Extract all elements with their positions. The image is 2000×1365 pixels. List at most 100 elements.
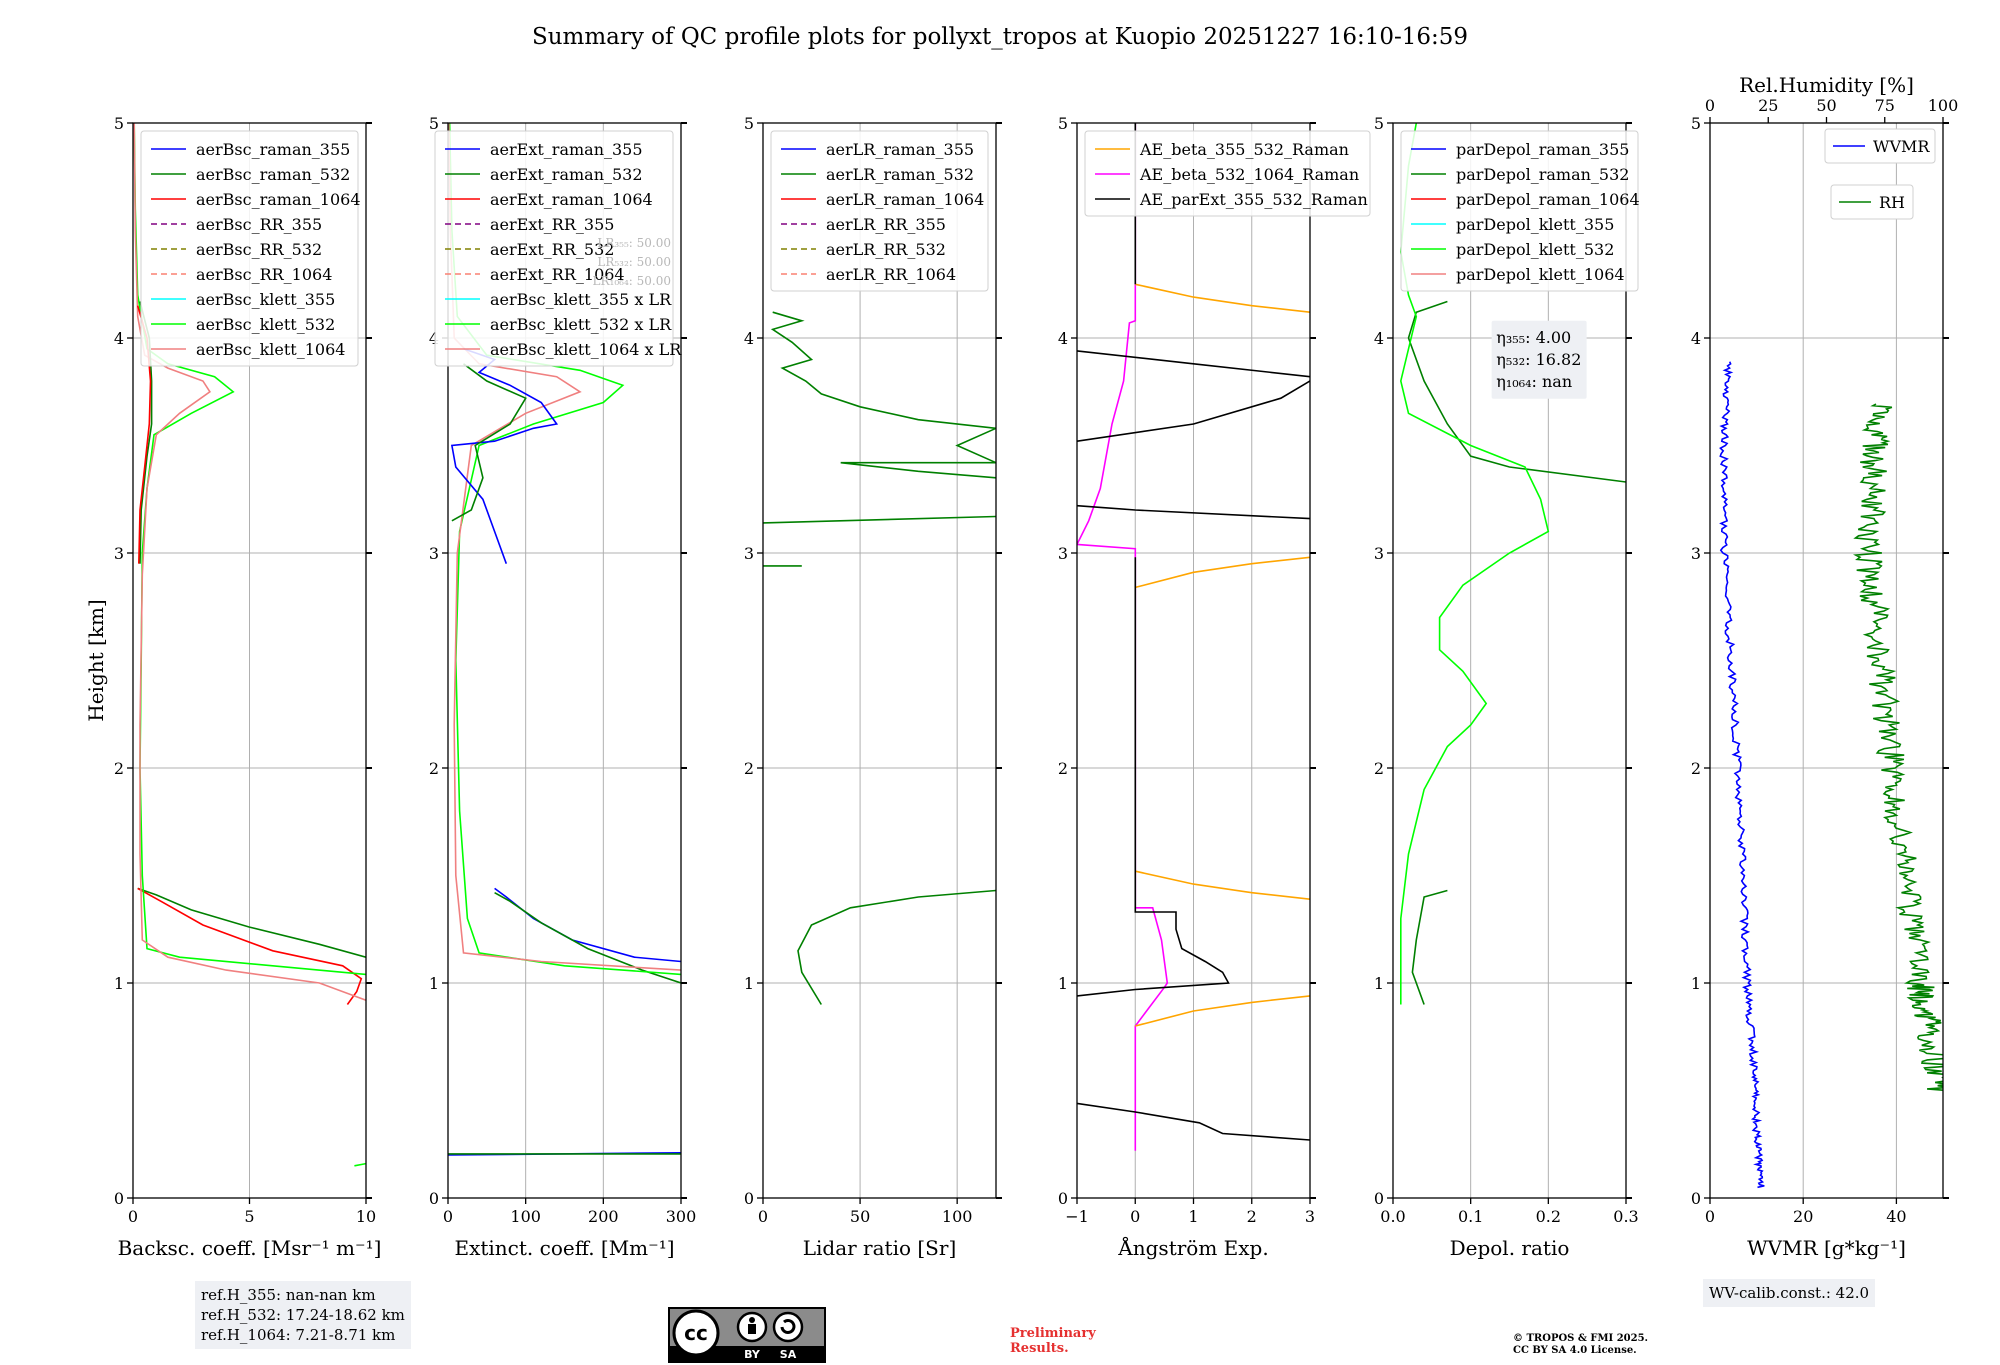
- y-tick-label: 4: [429, 329, 439, 348]
- preliminary-line-1: Preliminary: [1010, 1326, 1096, 1341]
- x-axis-label: WVMR [g*kg⁻¹]: [1747, 1236, 1906, 1260]
- legend-entry: aerBsc_raman_355: [196, 140, 350, 159]
- y-tick-label: 5: [1058, 114, 1068, 133]
- legend-entry: parDepol_raman_532: [1456, 165, 1629, 184]
- chart-panel-6: 0 20 40 0 1 2 3 4 5 WVMR [g*kg⁻¹] 0 25 50 75 100 Rel.Hu…: [1691, 73, 1958, 1260]
- x-tick-label: 50: [850, 1207, 870, 1226]
- x-tick-label: 0: [1130, 1207, 1140, 1226]
- series-line-aerBsc-raman-1064: [137, 887, 363, 1005]
- series-line-parDepol-raman-532: [1407, 300, 1626, 483]
- legend-entry: parDepol_klett_355: [1456, 215, 1614, 234]
- x-axis-label: Lidar ratio [Sr]: [803, 1236, 957, 1260]
- series-group: [1077, 123, 1310, 1151]
- legend-box: [1084, 130, 1371, 217]
- y-tick-label: 3: [1691, 544, 1701, 563]
- y-tick-label: 1: [114, 974, 124, 993]
- y-tick-label: 2: [1374, 759, 1384, 778]
- legend-entry: WVMR: [1873, 137, 1930, 156]
- y-tick-label: 5: [114, 114, 124, 133]
- top-x-tick-label: 75: [1875, 96, 1895, 115]
- cc-logo-label: cc: [684, 1321, 708, 1345]
- y-tick-label: 3: [1374, 544, 1384, 563]
- eta-box: [1491, 320, 1587, 399]
- x-tick-label: 1: [1188, 1207, 1198, 1226]
- preliminary-line-2: Results.: [1010, 1341, 1069, 1356]
- series-group: [1399, 123, 1626, 1005]
- copyright-notice: © TROPOS & FMI 2025. CC BY SA 4.0 Licens…: [1513, 1333, 1648, 1357]
- legend-entry: aerBsc_klett_532 x LR: [490, 315, 672, 334]
- x-tick-label: 40: [1886, 1207, 1906, 1226]
- y-tick-label: 4: [1691, 329, 1701, 348]
- series-line-AE-parExt-b: [1077, 557, 1230, 997]
- cc-by-sa-badge: cc BY SA: [668, 1307, 826, 1363]
- legend-entry: aerBsc_klett_1064 x LR: [490, 340, 682, 359]
- y-tick-label: 2: [114, 759, 124, 778]
- top-x-tick-label: 0: [1705, 96, 1715, 115]
- x-tick-label: 0: [128, 1207, 138, 1226]
- preliminary-notice: Preliminary Results.: [1010, 1326, 1096, 1356]
- x-tick-label: 5: [244, 1207, 254, 1226]
- legend-entry: aerExt_raman_532: [490, 165, 643, 184]
- x-tick-label: 2: [1247, 1207, 1257, 1226]
- series-line-AE-beta-355-532-a: [1135, 995, 1310, 1027]
- y-tick-label: 2: [744, 759, 754, 778]
- top-x-tick-label: 25: [1758, 96, 1778, 115]
- chart-panel-5: 0.0 0.1 0.2 0.3 0 1 2 3 4 5 Depol. ratio parDepol_r…: [1374, 114, 1640, 1260]
- plot-frame: [762, 122, 997, 1199]
- legend-entry: aerLR_RR_532: [826, 240, 946, 259]
- series-line-WVMR: [1719, 361, 1765, 1189]
- y-tick-label: 4: [1374, 329, 1384, 348]
- wv-calibration-box: WV-calib.const.: 42.0: [1703, 1279, 1876, 1307]
- cc-sa-label: SA: [780, 1348, 797, 1361]
- y-tick-label: 5: [1691, 114, 1701, 133]
- legend-entry: aerExt_RR_532: [490, 240, 614, 259]
- legend-box: [1830, 184, 1914, 220]
- series-line-parDepol-raman-532-low: [1411, 889, 1448, 1005]
- y-tick-label: 2: [1058, 759, 1068, 778]
- wv-calib-const: WV-calib.const.: 42.0: [1709, 1284, 1870, 1302]
- top-x-tick-label: 100: [1928, 96, 1959, 115]
- legend-entry: aerLR_RR_355: [826, 215, 946, 234]
- series-group: [763, 311, 996, 1005]
- y-tick-label: 1: [429, 974, 439, 993]
- y-tick-label: 0: [744, 1189, 754, 1208]
- legend-entry: aerLR_raman_355: [826, 140, 974, 159]
- legend-entry: aerExt_raman_355: [490, 140, 643, 159]
- plot-frame: [1709, 122, 1944, 1199]
- x-axis-label: Ångström Exp.: [1117, 1235, 1268, 1260]
- legend-box: [140, 130, 359, 367]
- x-tick-label: 0: [1705, 1207, 1715, 1226]
- series-line-AE-parExt-355-532-Raman: [1077, 1102, 1310, 1141]
- legend-entry: aerBsc_raman_532: [196, 165, 350, 184]
- reference-height-box: ref.H_355: nan-nan km ref.H_532: 17.24-1…: [195, 1281, 411, 1349]
- eta-value: η₅₃₂: 16.82: [1496, 350, 1581, 369]
- legend-entry: aerExt_RR_1064: [490, 265, 625, 284]
- y-tick-label: 0: [114, 1189, 124, 1208]
- x-tick-label: −1: [1065, 1207, 1089, 1226]
- chart-panel-3: 0 50 100 0 1 2 3 4 5 Lidar ratio [Sr] aerLR_raman_…: [744, 114, 1002, 1260]
- legend-entry: AE_beta_532_1064_Raman: [1139, 165, 1359, 184]
- legend-box: [1400, 130, 1639, 292]
- x-tick-label: 0: [443, 1207, 453, 1226]
- y-tick-label: 3: [744, 544, 754, 563]
- legend-box: [1824, 128, 1936, 164]
- ref-height-355: ref.H_355: nan-nan km: [201, 1286, 376, 1304]
- copyright-line-1: © TROPOS & FMI 2025.: [1513, 1333, 1649, 1344]
- series-line-AE-beta-355-532-c: [1135, 556, 1310, 589]
- figure-title: Summary of QC profile plots for pollyxt_…: [532, 24, 1468, 50]
- y-tick-label: 1: [744, 974, 754, 993]
- y-tick-label: 1: [1691, 974, 1701, 993]
- lr-note: LR₅₃₂: 50.00: [597, 255, 671, 269]
- legend-entry: aerLR_raman_532: [826, 165, 974, 184]
- legend-entry: aerBsc_raman_1064: [196, 190, 361, 209]
- legend-entry: aerBsc_RR_532: [196, 240, 322, 259]
- legend-entry: AE_parExt_355_532_Raman: [1139, 190, 1368, 209]
- chart-panel-1: 0 5 10 0 1 2 3 4 5 Backsc. coeff. [Msr⁻¹ m⁻¹] Heig…: [84, 114, 381, 1260]
- y-tick-label: 0: [1374, 1189, 1384, 1208]
- series-line-AE-beta-355-532-b: [1135, 870, 1310, 900]
- lr-note: LR₃₅₅: 50.00: [597, 236, 671, 250]
- top-x-tick-label: 50: [1816, 96, 1836, 115]
- x-axis-label: Backsc. coeff. [Msr⁻¹ m⁻¹]: [118, 1236, 382, 1260]
